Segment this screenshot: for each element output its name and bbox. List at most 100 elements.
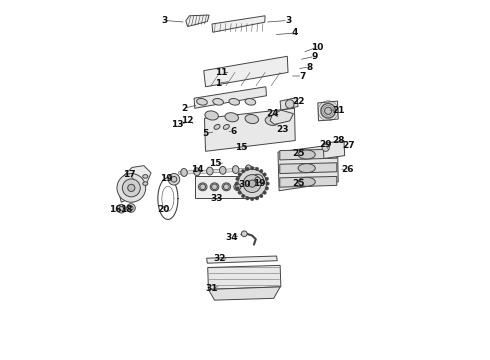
Circle shape <box>259 194 263 198</box>
Text: 24: 24 <box>267 109 279 118</box>
Text: 26: 26 <box>341 165 353 174</box>
Text: 27: 27 <box>343 141 355 150</box>
Ellipse shape <box>229 99 240 105</box>
Text: 25: 25 <box>292 179 304 188</box>
Circle shape <box>250 197 254 201</box>
Circle shape <box>263 191 267 194</box>
Ellipse shape <box>298 150 315 159</box>
Text: 34: 34 <box>225 233 238 242</box>
Ellipse shape <box>232 166 239 174</box>
Ellipse shape <box>298 164 315 173</box>
Text: 19: 19 <box>161 174 173 183</box>
Ellipse shape <box>143 182 148 185</box>
Circle shape <box>255 167 259 171</box>
Ellipse shape <box>207 167 213 175</box>
Text: 9: 9 <box>312 52 318 61</box>
Ellipse shape <box>298 177 315 186</box>
Text: 14: 14 <box>192 166 204 175</box>
Ellipse shape <box>222 183 231 191</box>
Text: 12: 12 <box>181 116 194 125</box>
Ellipse shape <box>143 175 148 178</box>
Circle shape <box>238 191 242 194</box>
Ellipse shape <box>210 183 219 191</box>
Polygon shape <box>280 163 337 174</box>
Ellipse shape <box>194 168 200 176</box>
Circle shape <box>212 184 218 190</box>
Ellipse shape <box>213 99 223 105</box>
Text: 3: 3 <box>285 16 291 25</box>
Circle shape <box>128 184 135 192</box>
Circle shape <box>245 197 249 200</box>
Circle shape <box>248 180 256 187</box>
Polygon shape <box>278 144 338 191</box>
Circle shape <box>235 184 241 190</box>
Polygon shape <box>186 15 209 27</box>
Circle shape <box>126 204 135 212</box>
Polygon shape <box>208 287 280 300</box>
Ellipse shape <box>223 125 229 129</box>
Ellipse shape <box>245 114 259 123</box>
Text: 31: 31 <box>206 284 218 293</box>
Polygon shape <box>118 166 151 202</box>
Polygon shape <box>323 140 344 158</box>
Circle shape <box>236 186 239 190</box>
Text: 19: 19 <box>253 179 266 188</box>
Circle shape <box>236 177 239 181</box>
Circle shape <box>243 175 261 193</box>
Text: 7: 7 <box>299 72 306 81</box>
Circle shape <box>171 176 177 182</box>
Circle shape <box>235 182 239 185</box>
Circle shape <box>259 169 263 173</box>
Text: 28: 28 <box>332 136 344 145</box>
Ellipse shape <box>245 165 252 173</box>
Circle shape <box>250 166 254 170</box>
Text: 15: 15 <box>209 159 222 168</box>
Circle shape <box>255 177 260 183</box>
Circle shape <box>242 231 247 237</box>
Circle shape <box>266 182 270 185</box>
Circle shape <box>241 194 245 198</box>
Polygon shape <box>194 87 267 108</box>
Circle shape <box>117 174 146 202</box>
Ellipse shape <box>225 113 239 122</box>
Circle shape <box>129 206 133 210</box>
Circle shape <box>265 177 269 181</box>
Polygon shape <box>318 101 338 121</box>
Circle shape <box>238 173 242 176</box>
Polygon shape <box>270 110 294 125</box>
Text: 32: 32 <box>214 255 226 264</box>
Circle shape <box>255 197 259 200</box>
Text: 2: 2 <box>181 104 187 113</box>
Circle shape <box>286 100 294 108</box>
Circle shape <box>265 186 269 190</box>
Text: 33: 33 <box>210 194 222 203</box>
Ellipse shape <box>220 166 226 174</box>
Text: 25: 25 <box>292 149 304 158</box>
Text: 5: 5 <box>202 129 209 138</box>
Bar <box>195 176 258 198</box>
Text: 15: 15 <box>235 143 247 152</box>
Text: 6: 6 <box>230 127 237 136</box>
Text: 16: 16 <box>109 205 122 214</box>
Circle shape <box>322 144 329 151</box>
Circle shape <box>241 169 245 173</box>
Ellipse shape <box>214 125 220 129</box>
Circle shape <box>252 174 263 186</box>
Text: 29: 29 <box>319 140 332 149</box>
Text: 17: 17 <box>123 170 136 179</box>
Text: 10: 10 <box>311 43 323 52</box>
Text: 11: 11 <box>216 68 228 77</box>
Ellipse shape <box>234 183 243 191</box>
Circle shape <box>238 169 267 198</box>
Polygon shape <box>208 265 281 289</box>
Ellipse shape <box>245 99 256 105</box>
Text: 22: 22 <box>293 96 305 105</box>
Polygon shape <box>280 98 298 110</box>
Polygon shape <box>280 149 337 160</box>
Circle shape <box>122 179 140 197</box>
Text: 21: 21 <box>332 105 344 114</box>
Text: 20: 20 <box>157 205 170 214</box>
Polygon shape <box>212 16 265 32</box>
Ellipse shape <box>265 116 279 125</box>
Circle shape <box>321 104 335 118</box>
